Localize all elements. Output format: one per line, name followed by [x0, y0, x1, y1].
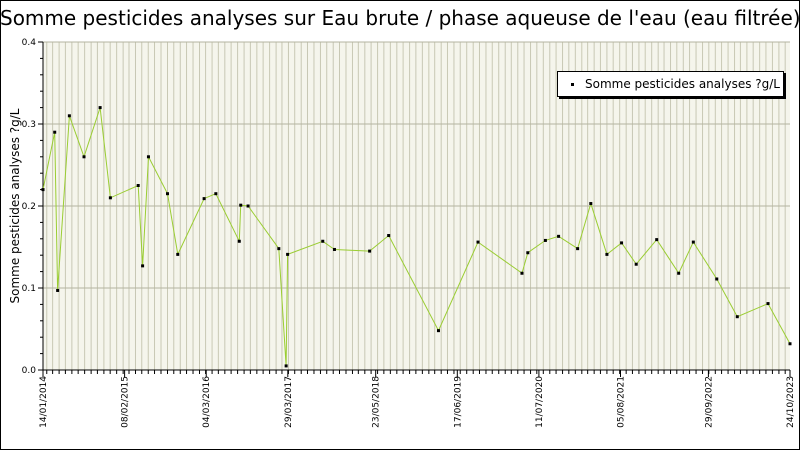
data-point: [620, 241, 624, 245]
data-point: [476, 240, 480, 244]
x-tick-label: 23/05/2018: [372, 376, 382, 428]
legend-label: Somme pesticides analyses ?g/L: [585, 77, 780, 91]
data-point: [141, 264, 145, 268]
data-point: [735, 315, 739, 319]
data-point: [202, 197, 206, 201]
data-point: [526, 251, 530, 255]
data-point: [589, 202, 593, 206]
x-tick-label: 04/03/2016: [202, 376, 212, 428]
data-point: [677, 271, 681, 275]
x-tick-label: 14/01/2014: [39, 376, 49, 428]
data-point: [321, 239, 325, 243]
data-point: [368, 249, 372, 253]
y-tick-label: 0.2: [22, 202, 36, 212]
y-tick-label: 0.0: [22, 366, 37, 376]
data-point: [286, 252, 290, 256]
data-point: [332, 247, 336, 251]
data-point: [788, 342, 792, 346]
data-point: [108, 196, 112, 200]
data-point: [284, 364, 288, 368]
data-point: [436, 329, 440, 333]
data-point: [766, 302, 770, 306]
series-line: [42, 107, 791, 366]
data-point: [239, 203, 243, 207]
data-point: [67, 114, 71, 118]
data-point: [166, 192, 169, 196]
x-tick-label: 11/07/2020: [535, 376, 545, 428]
x-tick-label: 05/08/2021: [617, 376, 627, 428]
data-point: [176, 252, 180, 256]
data-point: [136, 184, 140, 187]
data-point: [605, 252, 609, 256]
data-point: [691, 240, 695, 244]
data-point: [82, 155, 86, 159]
x-tick-label: 17/06/2019: [453, 376, 463, 428]
data-point: [56, 288, 60, 292]
y-tick-label: 0.1: [22, 284, 36, 294]
data-point: [576, 247, 580, 251]
y-tick-label: 0.3: [22, 120, 36, 130]
data-point: [634, 262, 638, 266]
data-point: [41, 188, 45, 192]
data-point: [237, 239, 241, 243]
data-point: [557, 234, 561, 238]
chart-title: Somme pesticides analyses sur Eau brute …: [0, 6, 800, 30]
y-tick-label: 0.4: [22, 38, 37, 48]
data-point: [53, 130, 57, 134]
data-point: [246, 204, 250, 208]
data-point: [214, 192, 218, 196]
data-point: [715, 277, 719, 281]
data-point: [520, 271, 524, 275]
x-tick-label: 24/10/2023: [786, 376, 796, 428]
x-tick-label: 29/03/2017: [284, 376, 294, 428]
data-point: [277, 247, 281, 251]
x-tick-label: 29/09/2022: [704, 376, 714, 428]
x-tick-label: 08/02/2015: [121, 376, 131, 428]
data-point: [387, 234, 391, 238]
data-point: [543, 238, 547, 242]
data-point: [98, 106, 102, 110]
data-point: [146, 155, 150, 159]
legend-marker: [571, 83, 574, 86]
chart-legend: Somme pesticides analyses ?g/L: [557, 71, 784, 97]
data-point: [655, 238, 659, 242]
